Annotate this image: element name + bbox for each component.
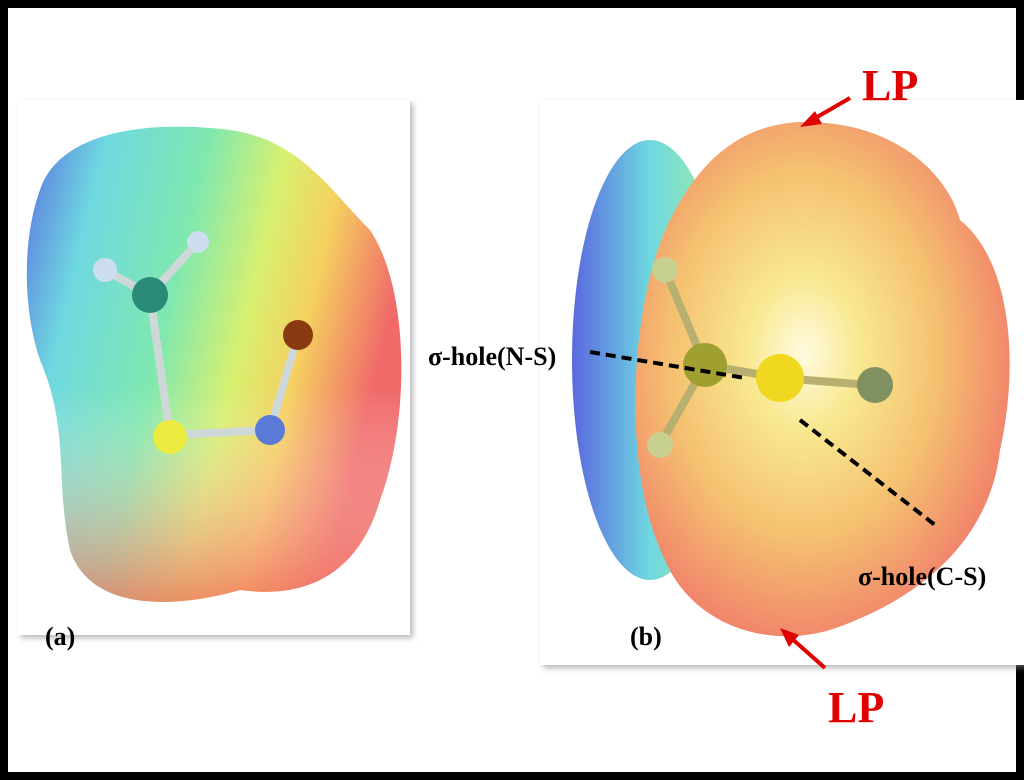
dashed-pointer [798, 418, 937, 527]
panel-b: σ-hole(N-S) σ-hole(C-S) LP LP (b) [428, 61, 1024, 732]
annotation: σ-hole(N-S) [428, 342, 556, 371]
atom [283, 320, 313, 350]
atom [756, 354, 804, 402]
annotation: σ-hole(C-S) [858, 562, 986, 591]
atom [255, 415, 285, 445]
panel-a: (a) [18, 100, 410, 651]
potential-shade [26, 126, 402, 602]
atom [93, 258, 117, 282]
panel-label: (a) [45, 622, 75, 651]
atom [683, 343, 727, 387]
atom [652, 257, 678, 283]
annotation: LP [862, 61, 918, 110]
atom [132, 277, 168, 313]
annotation: LP [828, 683, 884, 732]
atom [153, 420, 187, 454]
dashed-pointer [589, 350, 746, 380]
arrows [780, 96, 852, 670]
atom [647, 432, 673, 458]
panel-label: (b) [630, 622, 662, 651]
atom [857, 367, 893, 403]
atom [187, 231, 209, 253]
